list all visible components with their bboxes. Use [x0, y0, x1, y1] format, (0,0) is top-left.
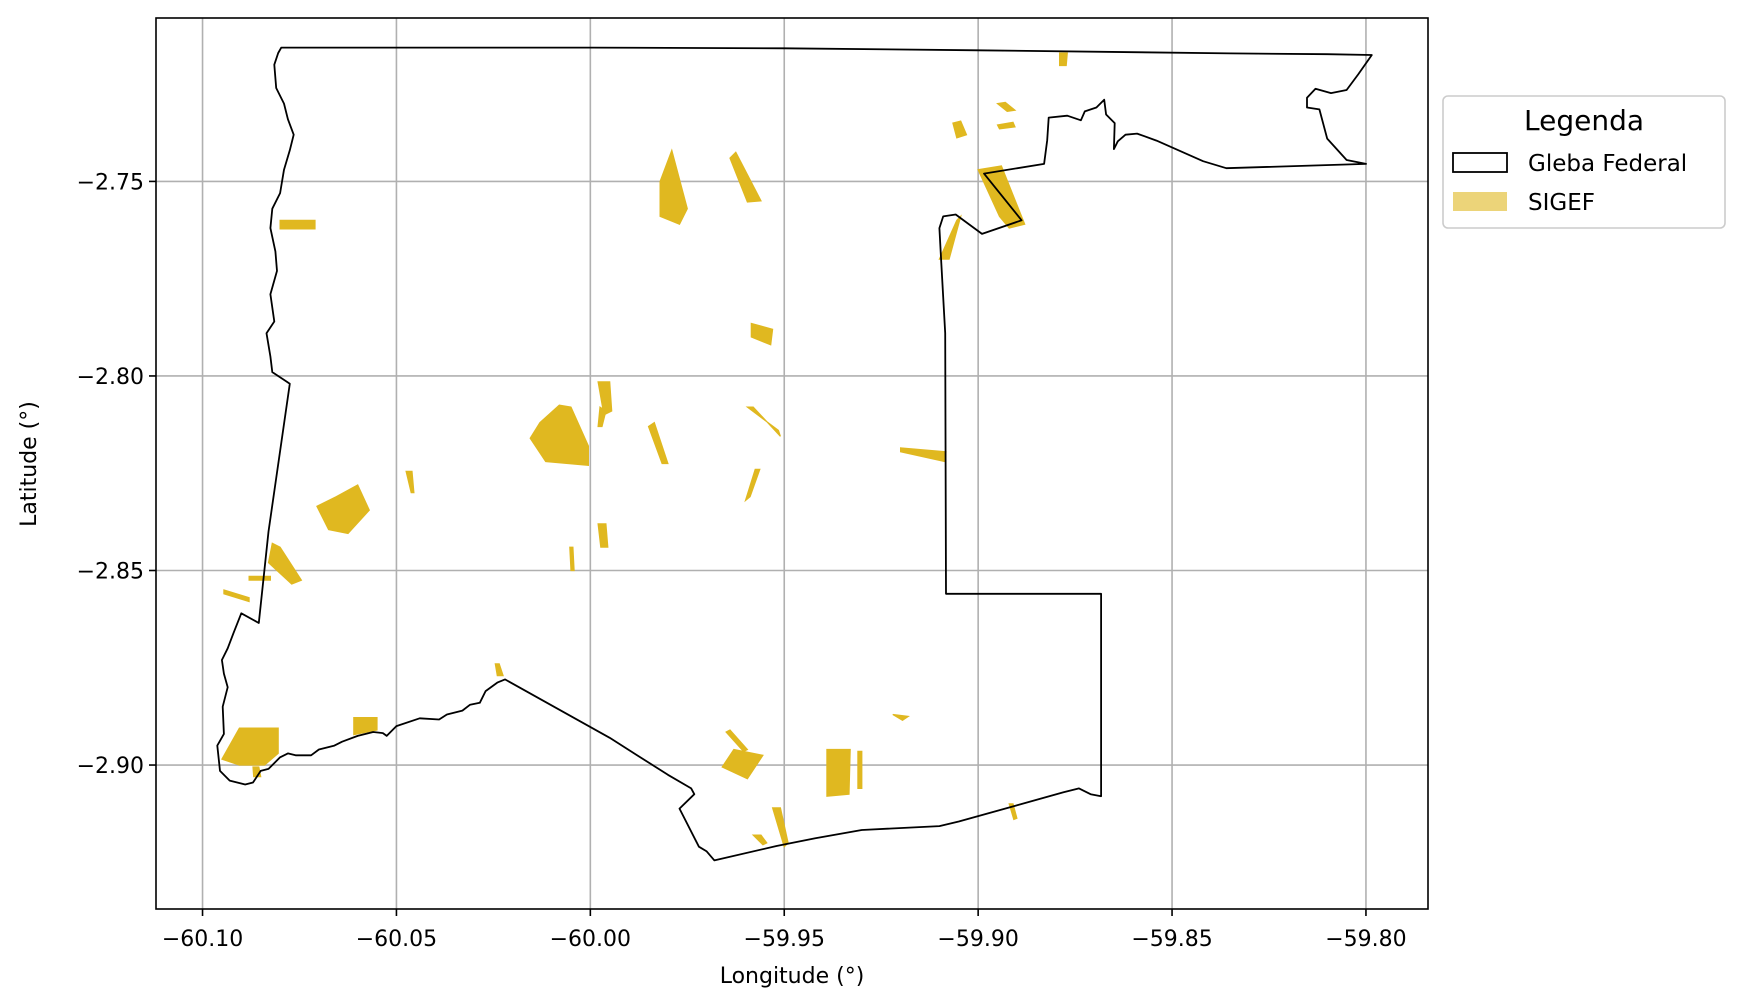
sigef-parcel: [996, 121, 1016, 130]
sigef-parcel: [659, 148, 688, 225]
sigef-parcel: [721, 748, 764, 780]
sigef-parcel: [826, 748, 851, 797]
x-tick-label: −59.85: [1131, 927, 1212, 952]
legend-swatch-sigef: [1453, 192, 1507, 211]
sigef-parcel: [316, 484, 371, 535]
sigef-parcel: [750, 322, 774, 346]
axis-ticks: −60.10 −60.05 −60.00 −59.95 −59.90 −59.85 −59.…: [77, 170, 1407, 952]
sigef-parcel: [279, 219, 316, 230]
sigef-parcel: [729, 151, 762, 203]
sigef-parcel: [221, 727, 279, 766]
legend: Legenda Gleba Federal SIGEF: [1442, 95, 1726, 229]
sigef-parcel: [529, 404, 590, 467]
x-tick-label: −60.05: [356, 927, 437, 952]
y-tick-label: −2.75: [77, 170, 144, 195]
legend-swatch-gleba-federal: [1452, 152, 1508, 173]
x-tick-label: −59.95: [744, 927, 825, 952]
y-tick-label: −2.90: [77, 754, 144, 779]
sigef-parcel: [857, 750, 863, 790]
y-tick-label: −2.80: [77, 365, 144, 390]
sigef-parcel: [597, 381, 613, 416]
x-tick-label: −60.10: [162, 927, 243, 952]
sigef-parcel: [892, 713, 910, 722]
sigef-parcel: [745, 406, 781, 437]
legend-title: Legenda: [1524, 104, 1644, 137]
legend-label-gleba-federal: Gleba Federal: [1528, 151, 1687, 177]
gleba-federal-boundary: [216, 46, 1373, 862]
x-axis-label: Longitude (°): [720, 964, 865, 989]
y-axis-label: Latitude (°): [17, 401, 42, 527]
sigef-parcel: [267, 542, 303, 585]
sigef-parcel: [647, 421, 669, 465]
sigef-parcel: [744, 468, 761, 503]
legend-frame: [1442, 95, 1726, 229]
plot-frame: [155, 17, 1429, 910]
sigef-parcel: [494, 663, 504, 677]
sigef-parcel: [952, 120, 968, 139]
grid-lines: [156, 18, 1428, 909]
sigef-parcel: [996, 101, 1017, 113]
legend-label-sigef: SIGEF: [1528, 190, 1595, 216]
sigef-parcel: [1058, 52, 1068, 67]
sigef-parcel: [569, 546, 575, 572]
sigef-parcel: [405, 470, 415, 494]
y-tick-label: −2.85: [77, 559, 144, 584]
sigef-parcel: [597, 406, 607, 428]
sigef-parcel: [223, 589, 250, 603]
x-tick-label: −59.90: [937, 927, 1018, 952]
sigef-parcel: [597, 523, 609, 548]
sigef-parcel: [353, 716, 378, 736]
sigef-parcel: [751, 834, 768, 846]
x-tick-label: −59.80: [1325, 927, 1406, 952]
sigef-parcel: [725, 729, 749, 753]
sigef-parcel: [248, 575, 271, 581]
x-tick-label: −60.00: [550, 927, 631, 952]
